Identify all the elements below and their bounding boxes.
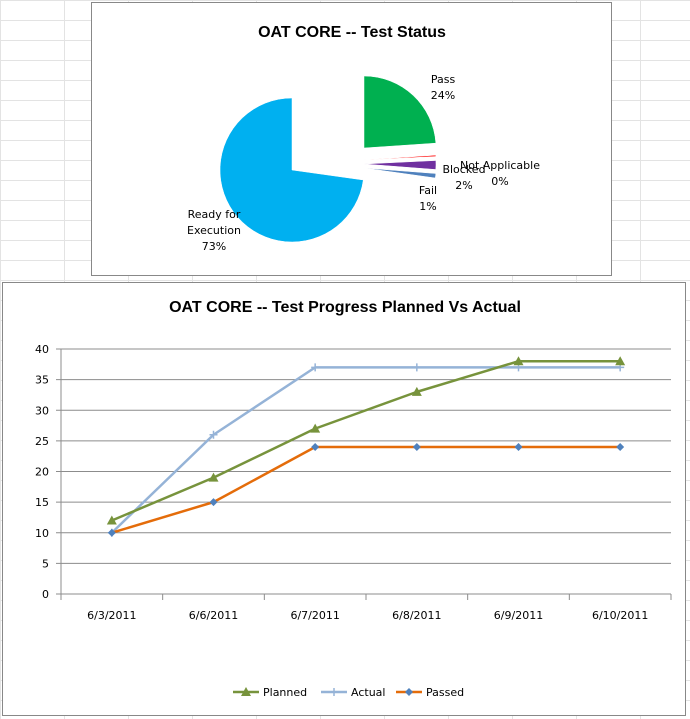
y-tick-label: 15 bbox=[35, 496, 49, 509]
legend-marker-passed bbox=[405, 688, 413, 696]
pie-slice-pass bbox=[363, 75, 437, 149]
series-line-passed bbox=[111, 445, 621, 534]
data-point-planned bbox=[513, 356, 524, 366]
pie-label-fail-name: Fail bbox=[419, 184, 437, 197]
pie-chart-title: OAT CORE -- Test Status bbox=[258, 24, 446, 41]
data-point-passed bbox=[209, 498, 218, 507]
data-point-passed bbox=[616, 443, 625, 451]
pie-chart: OAT CORE -- Test Status Pass 24% Not Appli… bbox=[187, 24, 540, 253]
pie-chart-area: OAT CORE -- Test Status Pass 24% Not Appli… bbox=[91, 2, 612, 276]
legend-label-planned: Planned bbox=[263, 686, 307, 699]
line-chart-title: OAT CORE -- Test Progress Planned Vs Act… bbox=[169, 299, 521, 316]
pie-label-not-applicable-name: Not Applicable bbox=[460, 159, 540, 172]
x-tick-label: 6/8/2011 bbox=[392, 609, 441, 622]
pie-slice-fail bbox=[363, 167, 437, 179]
pie-slice-not-applicable bbox=[363, 154, 437, 161]
pie-label-blocked-pct: 2% bbox=[455, 179, 472, 192]
y-tick-label: 20 bbox=[35, 466, 49, 479]
pie-label-not-applicable-pct: 0% bbox=[491, 175, 508, 188]
data-point-actual bbox=[311, 363, 320, 372]
legend-label-passed: Passed bbox=[426, 686, 464, 699]
y-tick-label: 5 bbox=[42, 557, 49, 570]
data-point-planned bbox=[208, 472, 219, 482]
pie-slice-blocked bbox=[363, 160, 437, 170]
y-tick-label: 10 bbox=[35, 527, 49, 540]
pie-label-pass-pct: 24% bbox=[431, 89, 455, 102]
x-tick-label: 6/6/2011 bbox=[189, 609, 238, 622]
line-chart: OAT CORE -- Test Progress Planned Vs Act… bbox=[35, 299, 672, 699]
legend-label-actual: Actual bbox=[351, 686, 385, 699]
y-tick-label: 25 bbox=[35, 435, 49, 448]
data-point-planned bbox=[310, 423, 321, 433]
pie-label-pass-name: Pass bbox=[431, 73, 456, 86]
series-line-planned bbox=[111, 360, 621, 522]
data-point-planned bbox=[615, 356, 626, 366]
data-point-actual bbox=[209, 430, 218, 439]
data-point-planned bbox=[106, 515, 117, 525]
legend-marker-planned bbox=[241, 687, 251, 696]
pie-label-ready-for-execution-name: Execution bbox=[187, 224, 241, 237]
x-tick-label: 6/7/2011 bbox=[290, 609, 339, 622]
x-tick-label: 6/9/2011 bbox=[494, 609, 543, 622]
pie-label-ready-for-execution-pct: 73% bbox=[202, 240, 226, 253]
data-point-passed bbox=[514, 443, 523, 451]
data-point-planned bbox=[411, 386, 422, 396]
x-tick-label: 6/10/2011 bbox=[592, 609, 648, 622]
x-tick-label: 6/3/2011 bbox=[87, 609, 136, 622]
data-point-passed bbox=[412, 443, 421, 451]
y-tick-label: 30 bbox=[35, 404, 49, 417]
data-point-passed bbox=[311, 443, 320, 451]
series-line-actual bbox=[110, 366, 621, 534]
pie-label-fail-pct: 1% bbox=[419, 200, 436, 213]
y-tick-label: 40 bbox=[35, 343, 49, 356]
line-chart-area: OAT CORE -- Test Progress Planned Vs Act… bbox=[2, 282, 686, 716]
legend-marker-actual bbox=[330, 688, 338, 696]
pie-label-ready-for-execution-name: Ready for bbox=[188, 208, 241, 221]
y-tick-label: 0 bbox=[42, 588, 49, 601]
pie-label-blocked-name: Blocked bbox=[442, 163, 485, 176]
data-point-passed bbox=[107, 528, 116, 537]
y-tick-label: 35 bbox=[35, 374, 49, 387]
pie-slice-ready-for-execution bbox=[219, 97, 364, 243]
data-point-actual bbox=[412, 363, 421, 372]
